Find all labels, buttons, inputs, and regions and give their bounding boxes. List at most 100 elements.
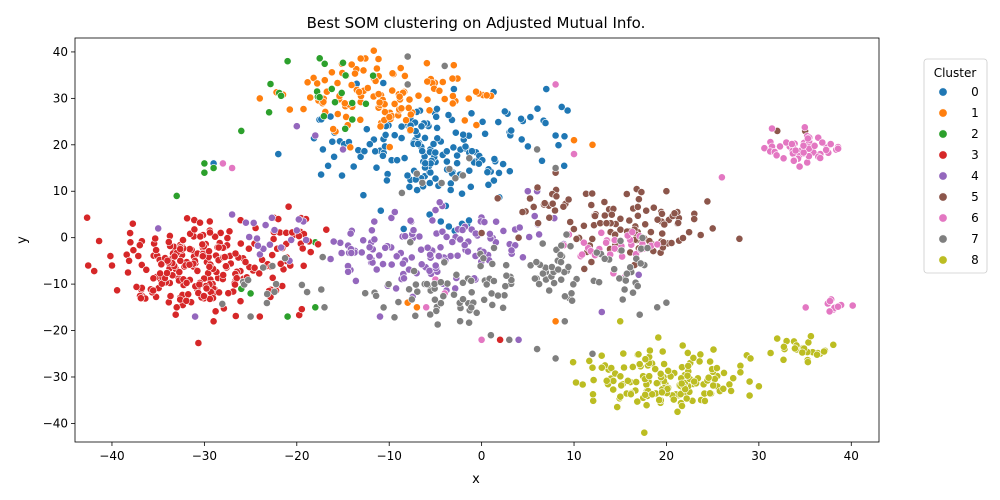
data-point-cluster-8 (736, 368, 745, 377)
data-point-cluster-5 (653, 215, 662, 224)
data-point-cluster-0 (446, 186, 455, 194)
data-point-cluster-7 (465, 154, 474, 163)
data-point-cluster-3 (216, 228, 225, 237)
data-point-cluster-5 (587, 201, 596, 209)
data-point-cluster-6 (800, 123, 809, 132)
data-point-cluster-1 (472, 87, 480, 96)
data-point-cluster-8 (572, 378, 580, 387)
data-point-cluster-3 (211, 307, 220, 316)
data-point-cluster-5 (591, 212, 599, 220)
data-point-cluster-1 (464, 94, 473, 103)
data-point-cluster-7 (600, 254, 609, 263)
data-point-cluster-3 (175, 268, 184, 276)
data-point-cluster-0 (425, 179, 434, 187)
data-point-cluster-1 (388, 86, 397, 95)
legend-label-6: 6 (971, 211, 979, 225)
data-point-cluster-3 (132, 282, 141, 291)
data-point-cluster-2 (337, 89, 346, 97)
data-point-cluster-8 (706, 389, 714, 398)
data-point-cluster-0 (526, 113, 535, 121)
data-point-cluster-8 (798, 348, 807, 357)
data-point-cluster-5 (642, 206, 651, 215)
data-point-cluster-6 (718, 173, 726, 182)
data-point-cluster-4 (277, 243, 285, 252)
data-point-cluster-4 (376, 312, 384, 321)
data-point-cluster-7 (556, 250, 565, 259)
data-point-cluster-7 (476, 262, 485, 270)
data-point-cluster-5 (477, 229, 486, 237)
data-point-cluster-0 (379, 79, 388, 87)
data-point-cluster-7 (440, 258, 449, 267)
data-point-cluster-7 (551, 164, 560, 172)
data-point-cluster-3 (276, 259, 285, 268)
data-point-cluster-1 (333, 110, 342, 118)
data-point-cluster-7 (397, 188, 406, 197)
data-point-cluster-3 (170, 252, 179, 261)
data-point-cluster-7 (426, 310, 435, 319)
legend-label-7: 7 (971, 232, 979, 246)
legend-marker-6 (938, 213, 948, 223)
data-point-cluster-7 (551, 354, 560, 363)
data-point-cluster-1 (438, 78, 447, 86)
data-point-cluster-1 (395, 92, 404, 101)
data-point-cluster-7 (405, 285, 413, 294)
legend-marker-7 (938, 234, 948, 244)
legend-marker-4 (938, 171, 948, 181)
data-point-cluster-3 (134, 252, 143, 260)
legend-label-4: 4 (971, 169, 979, 183)
data-point-cluster-7 (403, 80, 412, 89)
data-point-cluster-8 (589, 396, 598, 405)
legend-marker-3 (938, 150, 948, 160)
data-point-cluster-0 (507, 126, 516, 135)
data-point-cluster-2 (283, 57, 292, 66)
data-point-cluster-8 (676, 390, 685, 399)
data-point-cluster-3 (185, 245, 194, 253)
data-point-cluster-6 (789, 156, 798, 165)
data-point-cluster-1 (351, 69, 359, 78)
data-point-cluster-5 (526, 194, 534, 203)
y-tick-label: 30 (53, 91, 68, 105)
data-point-cluster-4 (398, 259, 407, 268)
data-point-cluster-7 (500, 291, 509, 300)
data-point-cluster-8 (616, 317, 625, 326)
data-point-cluster-3 (284, 202, 293, 211)
data-point-cluster-4 (365, 243, 374, 252)
data-point-cluster-0 (453, 159, 461, 168)
data-point-cluster-0 (481, 129, 489, 138)
data-point-cluster-2 (266, 80, 275, 88)
data-point-cluster-1 (255, 94, 264, 103)
data-point-cluster-4 (428, 216, 437, 225)
data-point-cluster-3 (106, 252, 115, 260)
data-point-cluster-6 (816, 154, 825, 162)
data-point-cluster-0 (405, 182, 414, 191)
data-point-cluster-6 (228, 164, 236, 172)
data-point-cluster-4 (346, 229, 355, 238)
data-point-cluster-5 (534, 219, 542, 228)
data-point-cluster-3 (496, 335, 504, 344)
data-point-cluster-4 (406, 216, 415, 225)
data-point-cluster-5 (607, 210, 616, 219)
data-point-cluster-5 (600, 211, 609, 220)
data-point-cluster-0 (478, 117, 487, 126)
data-point-cluster-7 (451, 174, 460, 183)
legend-marker-5 (938, 192, 948, 202)
data-point-cluster-8 (755, 382, 763, 391)
data-point-cluster-7 (270, 287, 279, 296)
data-point-cluster-3 (244, 244, 253, 253)
data-point-cluster-0 (417, 122, 426, 131)
data-point-cluster-1 (406, 126, 415, 134)
data-point-cluster-8 (609, 376, 618, 385)
data-point-cluster-0 (490, 155, 499, 163)
data-point-cluster-7 (620, 285, 629, 294)
data-point-cluster-0 (400, 154, 409, 162)
data-point-cluster-7 (618, 295, 627, 304)
data-point-cluster-1 (306, 93, 315, 102)
data-point-cluster-7 (443, 279, 452, 288)
data-point-cluster-7 (361, 289, 370, 298)
data-point-cluster-0 (403, 171, 412, 180)
data-point-cluster-0 (328, 137, 337, 146)
data-point-cluster-3 (152, 246, 160, 254)
data-point-cluster-4 (329, 237, 338, 246)
data-point-cluster-7 (482, 280, 491, 289)
data-point-cluster-2 (320, 59, 329, 68)
